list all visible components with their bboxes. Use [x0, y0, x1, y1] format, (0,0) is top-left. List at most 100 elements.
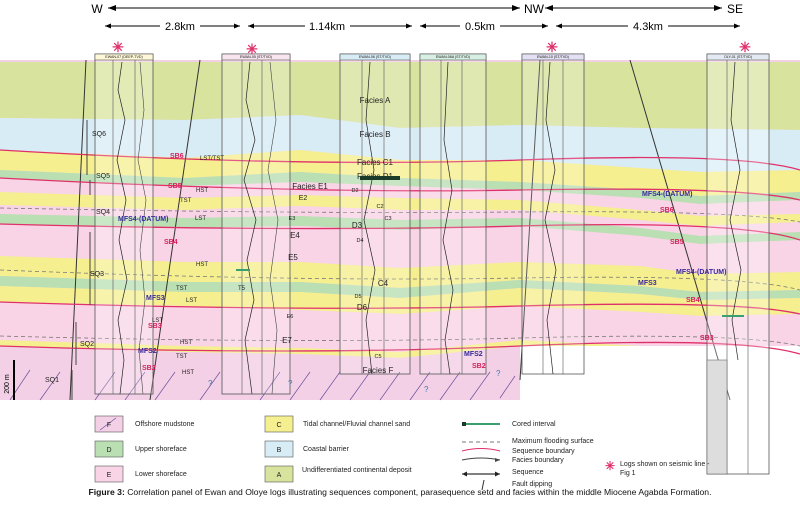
asterisk-icon: ✳: [246, 41, 258, 57]
asterisk-icon: ✳: [112, 39, 124, 55]
facies-labels: Facies A Facies B Facies C1 Facies D1 Fa…: [282, 96, 393, 375]
fault-lines: [69, 59, 731, 401]
facies-c4: C4: [378, 279, 389, 288]
legend-fault: Fault dipping: [512, 481, 552, 488]
mfs-labels: MFS4-(DATUM) MFS3 MFS2 MFS2 MFS4-(DATUM)…: [118, 191, 726, 358]
mfs2-left: MFS2: [138, 348, 157, 355]
sb4-right: SB4: [686, 297, 700, 304]
facies-b: Facies B: [359, 130, 390, 139]
question-marks: ? ? ? ?: [208, 369, 501, 394]
sequence-sq3: SQ3: [90, 271, 104, 278]
caption-text: Correlation panel of Ewan and Oloye logs…: [124, 487, 712, 497]
direction-bar: W NW SE: [91, 2, 743, 16]
sb2-mid: SB2: [472, 363, 486, 370]
direction-nw: NW: [524, 2, 545, 16]
sb6-left: SB6: [170, 153, 184, 160]
asterisk-icon: ✳: [739, 39, 751, 55]
legend-code-e: E: [107, 472, 112, 479]
sb5-left: SB5: [168, 183, 182, 190]
well-headers: EWAN-07 (DEEP-TVD) EWAN-05 (ST/TVD) EWAN…: [105, 55, 752, 59]
legend-code-c: C: [276, 422, 281, 429]
facies-d5: D5: [354, 294, 361, 300]
well-name-5: EWAN-10 (ST/TVD): [537, 55, 569, 59]
mfs3-left: MFS3: [146, 295, 165, 302]
well-name-1: EWAN-07 (DEEP-TVD): [105, 55, 142, 59]
facies-d6: D6: [357, 303, 368, 312]
legend-code-a: A: [277, 472, 282, 479]
distance-3: 0.5km: [465, 21, 495, 33]
legend-label-a: Undifferentiated continental deposit: [302, 467, 412, 474]
mfs4-right-top: MFS4-(DATUM): [642, 191, 692, 198]
legend-swatch-b: [264, 440, 294, 458]
mfs4-right: MFS4-(DATUM): [676, 269, 726, 276]
facies-e3: E3: [289, 216, 296, 222]
well-name-4: EWAN-06A (ST/TVD): [436, 55, 470, 59]
tract-hst-1: HST: [196, 188, 208, 194]
sequence-sq6: SQ6: [92, 131, 106, 138]
facies-f: Facies F: [363, 366, 394, 375]
question-mark-2: ?: [288, 379, 293, 388]
tract-lst-tst: LST/TST: [200, 156, 224, 162]
well-name-3: EWAN-06 (ST/TVD): [359, 55, 391, 59]
distance-4: 4.3km: [633, 21, 663, 33]
well-logs: [94, 53, 770, 475]
legend-label-c: Tidal channel/Fluvial channel sand: [303, 421, 410, 428]
legend-swatch-c: [264, 415, 294, 433]
well-name-6: OLY-01 (ST/TVD): [724, 55, 752, 59]
systems-tract-labels: LST/TST HST TST LST HST TST LST LST HST …: [152, 156, 246, 376]
legend-label-f: Offshore mudstone: [135, 421, 195, 428]
tract-hst-4: HST: [182, 370, 194, 376]
legend-sb: Sequence boundary: [512, 448, 575, 455]
well-name-2: EWAN-05 (ST/TVD): [240, 55, 272, 59]
sb4-left: SB4: [164, 239, 178, 246]
tract-hst-3: HST: [180, 340, 192, 346]
legend-mfs: Maximum flooding surface: [512, 438, 594, 445]
question-mark-4: ?: [496, 369, 501, 378]
asterisk-icon: ✳: [546, 39, 558, 55]
legend-asterisk-icon: ✳: [605, 459, 615, 473]
legend-fb: Facies boundary: [512, 457, 564, 464]
facies-d2: D2: [351, 188, 358, 194]
distance-1: 2.8km: [165, 21, 195, 33]
sequence-sq4: SQ4: [96, 209, 110, 216]
tract-lst-3: LST: [152, 318, 163, 324]
tract-tst-1: TST: [180, 198, 192, 204]
sequence-boundaries: [0, 149, 800, 355]
question-mark-3: ?: [424, 385, 429, 394]
well-3: [339, 53, 411, 375]
legend-code-d: D: [106, 447, 111, 454]
legend-label-e: Lower shoreface: [135, 471, 187, 478]
sequence-sq2: SQ2: [80, 341, 94, 348]
direction-w: W: [91, 2, 103, 16]
facies-d4: D4: [356, 238, 363, 244]
cored-intervals: [236, 269, 744, 317]
sb6-right: SB6: [660, 207, 674, 214]
seismic-log-markers: ✳ ✳ ✳ ✳: [112, 39, 751, 57]
caption-label: Figure 3:: [88, 487, 125, 497]
legend-seismic: Logs shown on seismic line - Fig 1: [620, 461, 710, 477]
legend-swatch-f: [94, 415, 124, 433]
well-5: [521, 53, 585, 375]
tract-hst-2: HST: [196, 262, 208, 268]
sb3-left: SB3: [148, 323, 162, 330]
well-2: [221, 53, 291, 395]
sequence-sq1: SQ1: [45, 377, 59, 384]
legend-seq: Sequence: [512, 469, 544, 476]
sb-labels: SB6 SB5 SB4 SB3 SB2 SB2 SB6 SB5 SB4 SB3: [142, 153, 714, 372]
sb5-right: SB5: [670, 239, 684, 246]
direction-se: SE: [727, 2, 743, 16]
facies-e7: E7: [282, 336, 292, 345]
scale-bar-label: 200 m: [4, 374, 11, 394]
facies-c3: C3: [384, 216, 391, 222]
well-1: [94, 53, 154, 395]
mfs3-right: MFS3: [638, 280, 657, 287]
facies-e2: E2: [299, 195, 308, 202]
figure-caption: Figure 3: Correlation panel of Ewan and …: [0, 487, 800, 497]
tract-tst-2: TST: [176, 286, 188, 292]
tract-lst-1: LST: [195, 216, 206, 222]
mfs4-left: MFS4-(DATUM): [118, 216, 168, 223]
facies-a: Facies A: [360, 96, 391, 105]
facies-c5: C5: [374, 354, 381, 360]
sb2-left: SB2: [142, 365, 156, 372]
mfs2-mid: MFS2: [464, 351, 483, 358]
